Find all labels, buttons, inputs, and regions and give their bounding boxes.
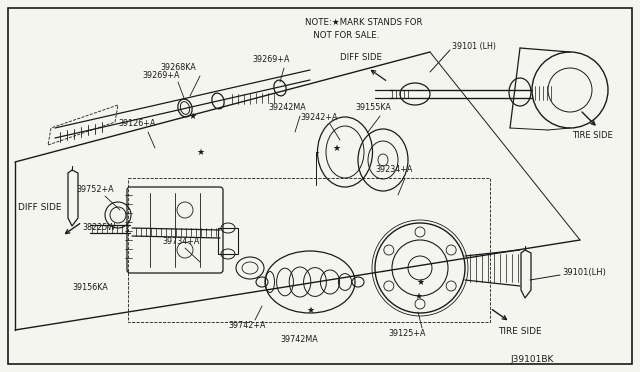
Text: NOTE:★MARK STANDS FOR: NOTE:★MARK STANDS FOR bbox=[305, 17, 422, 26]
Text: 39269+A: 39269+A bbox=[252, 55, 289, 64]
Text: 39269+A: 39269+A bbox=[142, 71, 179, 80]
Text: NOT FOR SALE.: NOT FOR SALE. bbox=[305, 31, 380, 39]
Text: 39101(LH): 39101(LH) bbox=[562, 269, 606, 278]
Text: ★: ★ bbox=[306, 305, 314, 314]
Text: 39752+A: 39752+A bbox=[76, 186, 114, 195]
Text: ★: ★ bbox=[414, 292, 422, 301]
Text: 39242MA: 39242MA bbox=[268, 103, 306, 112]
Text: J39101BK: J39101BK bbox=[510, 356, 554, 365]
Text: ★: ★ bbox=[188, 112, 196, 121]
Text: ★: ★ bbox=[196, 148, 204, 157]
Text: 38225W: 38225W bbox=[82, 224, 115, 232]
Text: 39734+A: 39734+A bbox=[162, 237, 200, 247]
Text: 39242+A: 39242+A bbox=[300, 113, 337, 122]
Text: 39101 (LH): 39101 (LH) bbox=[452, 42, 496, 51]
Text: DIFF SIDE: DIFF SIDE bbox=[340, 54, 382, 62]
Text: 39126+A: 39126+A bbox=[118, 119, 156, 128]
Text: DIFF SIDE: DIFF SIDE bbox=[18, 203, 61, 212]
FancyBboxPatch shape bbox=[127, 187, 223, 273]
Text: 39742MA: 39742MA bbox=[280, 336, 317, 344]
Text: TIRE SIDE: TIRE SIDE bbox=[572, 131, 612, 140]
Text: TIRE SIDE: TIRE SIDE bbox=[498, 327, 541, 337]
Text: 39125+A: 39125+A bbox=[388, 330, 426, 339]
Text: 39268KA: 39268KA bbox=[160, 64, 196, 73]
Text: 39742+A: 39742+A bbox=[228, 321, 266, 330]
Bar bbox=[218, 228, 238, 254]
Text: 39234+A: 39234+A bbox=[375, 166, 412, 174]
Text: ★: ★ bbox=[332, 144, 340, 153]
Text: 39156KA: 39156KA bbox=[72, 283, 108, 292]
Text: 39155KA: 39155KA bbox=[355, 103, 391, 112]
Text: ★: ★ bbox=[416, 278, 424, 286]
